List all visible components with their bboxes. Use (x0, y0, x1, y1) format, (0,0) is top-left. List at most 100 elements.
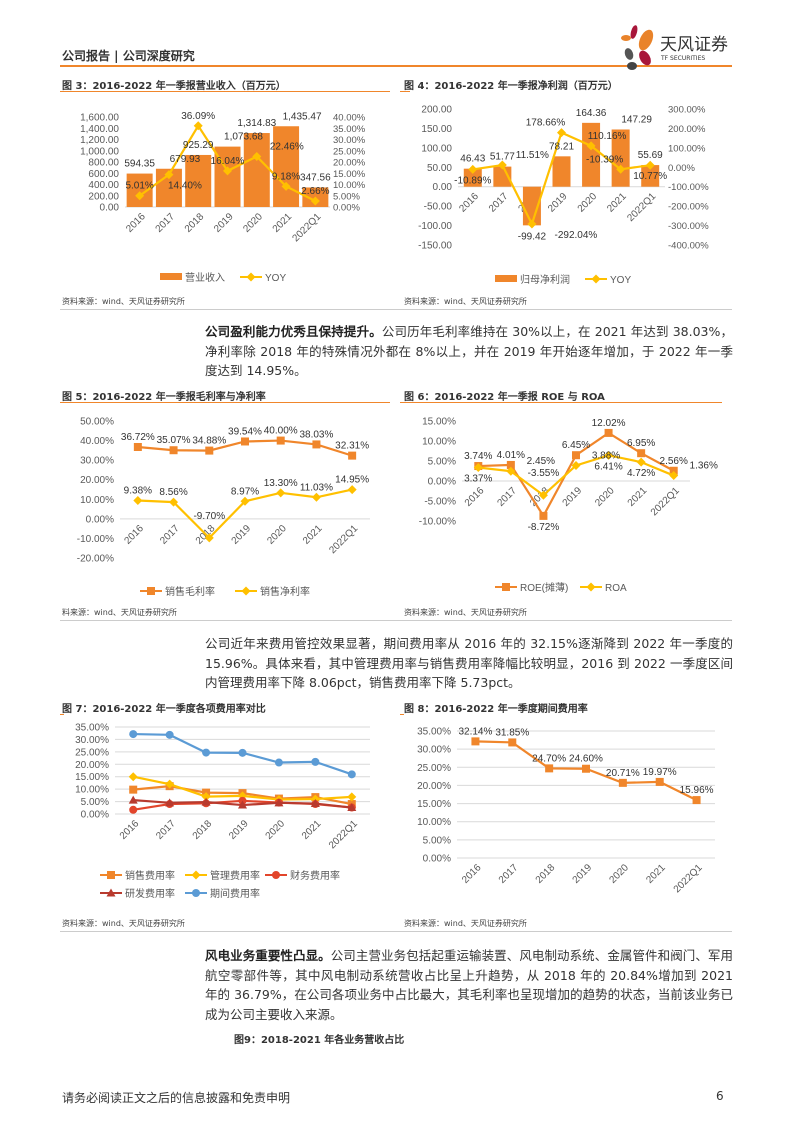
data-point (169, 497, 179, 507)
y-tick-label: 50.00% (80, 417, 114, 428)
data-point (252, 151, 262, 161)
data-label: 178.66% (526, 118, 566, 129)
data-point (471, 737, 480, 746)
y2-tick-label: 20.00% (333, 158, 366, 169)
legend-label: 研发费用率 (125, 887, 175, 900)
data-point (129, 805, 138, 814)
data-point (133, 442, 142, 451)
y2-tick-label: 35.00% (333, 124, 366, 135)
legend-label: YOY (265, 273, 286, 284)
paragraph-wind-power: 风电业务重要性凸显。公司主营业务包括起重运输装置、风电制动系统、金属管件和阀门、… (205, 946, 733, 1024)
data-point (618, 778, 627, 787)
figure-5-rule (60, 402, 390, 403)
x-tick-label: 2019 (230, 523, 254, 547)
data-label: 46.43 (460, 154, 485, 165)
y2-tick-label: 15.00% (333, 169, 366, 180)
legend-label: 财务费用率 (290, 869, 340, 882)
figure-4-source: 资料来源：wind、天风证券研究所 (404, 297, 527, 306)
data-point (238, 748, 247, 757)
legend-swatch (495, 275, 517, 282)
y-tick-label: 5.00% (423, 835, 451, 846)
data-point (347, 770, 356, 779)
y-tick-label: 600.00 (88, 169, 119, 180)
y-tick-label: 5.00% (81, 797, 109, 808)
legend-label: YOY (610, 275, 631, 286)
data-point (506, 466, 516, 476)
y-tick-label: 0.00% (81, 810, 109, 821)
data-point (582, 764, 590, 773)
paragraph-lead: 风电业务重要性凸显。 (205, 948, 331, 963)
legend-marker-icon (147, 587, 155, 595)
x-tick-label: 2017 (154, 818, 178, 842)
y2-tick-label: 0.00% (333, 203, 360, 214)
figure-3-rule (60, 91, 390, 92)
data-label: -10.89% (454, 175, 491, 186)
data-label: 22.46% (270, 141, 304, 152)
figure-9-title: 图9：2018-2021 年各业务营收占比 (234, 1035, 405, 1046)
x-tick-label: 2019 (212, 211, 236, 235)
data-point (545, 764, 554, 773)
data-label: 1,435.47 (283, 111, 322, 122)
figure-8-source: 资料来源：wind、天风证券研究所 (404, 919, 527, 928)
y-tick-label: 20.00% (80, 475, 114, 486)
data-label: 8.97% (231, 486, 259, 497)
y-tick-label: 0.00% (423, 854, 451, 865)
data-label: 24.70% (532, 753, 566, 764)
y-tick-label: -10.00% (77, 534, 114, 545)
data-label: 3.74% (464, 451, 492, 462)
y-tick-label: 50.00 (427, 163, 452, 174)
data-point (586, 141, 596, 151)
data-point (164, 170, 174, 180)
bar (243, 133, 270, 207)
y-tick-label: 1,600.00 (80, 113, 119, 124)
data-label: -3.55% (528, 468, 560, 479)
data-label: 3.88% (592, 450, 620, 461)
data-label: 16.04% (211, 156, 245, 167)
data-label: -10.39% (586, 154, 623, 165)
data-label: 6.45% (562, 440, 590, 451)
data-point (655, 777, 664, 786)
data-point (129, 785, 138, 794)
x-tick-label: 2016 (457, 191, 481, 215)
y-tick-label: 200.00 (88, 191, 119, 202)
bar (552, 156, 571, 187)
legend-marker-icon (586, 582, 596, 592)
data-label: 9.18% (272, 171, 300, 182)
y2-tick-label: 5.00% (333, 191, 360, 202)
data-label: 2.45% (527, 456, 555, 467)
data-point (539, 511, 548, 520)
data-label: 39.54% (228, 426, 262, 437)
paragraph-body: 公司主营业务包括起重运输装置、风电制动系统、金属管件和阀门、军用航空零部件等，其… (205, 948, 733, 1022)
data-label: 20.71% (606, 768, 640, 779)
data-point (508, 738, 517, 747)
data-label: 14.95% (335, 475, 369, 486)
x-tick-label: 2020 (265, 523, 289, 547)
legend-marker-icon (241, 586, 251, 596)
data-label: 11.51% (516, 150, 549, 161)
data-label: 10.77% (633, 171, 667, 182)
x-tick-label: 2020 (264, 818, 288, 842)
data-point (348, 451, 357, 460)
x-tick-label: 2022Q1 (625, 191, 658, 224)
paragraph-profitability: 公司盈利能力优秀且保持提升。公司历年毛利率维持在 30%以上，在 2021 年达… (205, 322, 733, 381)
y2-tick-label: -400.00% (668, 241, 709, 252)
y-tick-label: 10.00% (417, 817, 451, 828)
y-tick-label: 200.00 (421, 105, 452, 116)
x-tick-label: 2016 (122, 523, 146, 547)
data-label: 31.85% (495, 727, 529, 738)
data-point (281, 181, 291, 191)
y-tick-label: 35.00% (417, 727, 451, 738)
legend-label: 销售净利率 (260, 585, 310, 598)
data-label: 2.56% (660, 456, 688, 467)
footer-disclaimer: 请务必阅读正文之后的信息披露和免责申明 (62, 1091, 291, 1105)
data-label: 6.95% (627, 438, 655, 449)
figure-4-rule (400, 91, 410, 92)
data-point (557, 128, 566, 138)
data-label: 110.16% (588, 131, 627, 142)
figure-7-rule (60, 714, 64, 715)
legend-marker-icon (591, 274, 601, 284)
y-tick-label: 30.00% (417, 745, 451, 756)
data-label: 147.29 (621, 114, 652, 125)
x-tick-label: 2020 (576, 191, 600, 215)
